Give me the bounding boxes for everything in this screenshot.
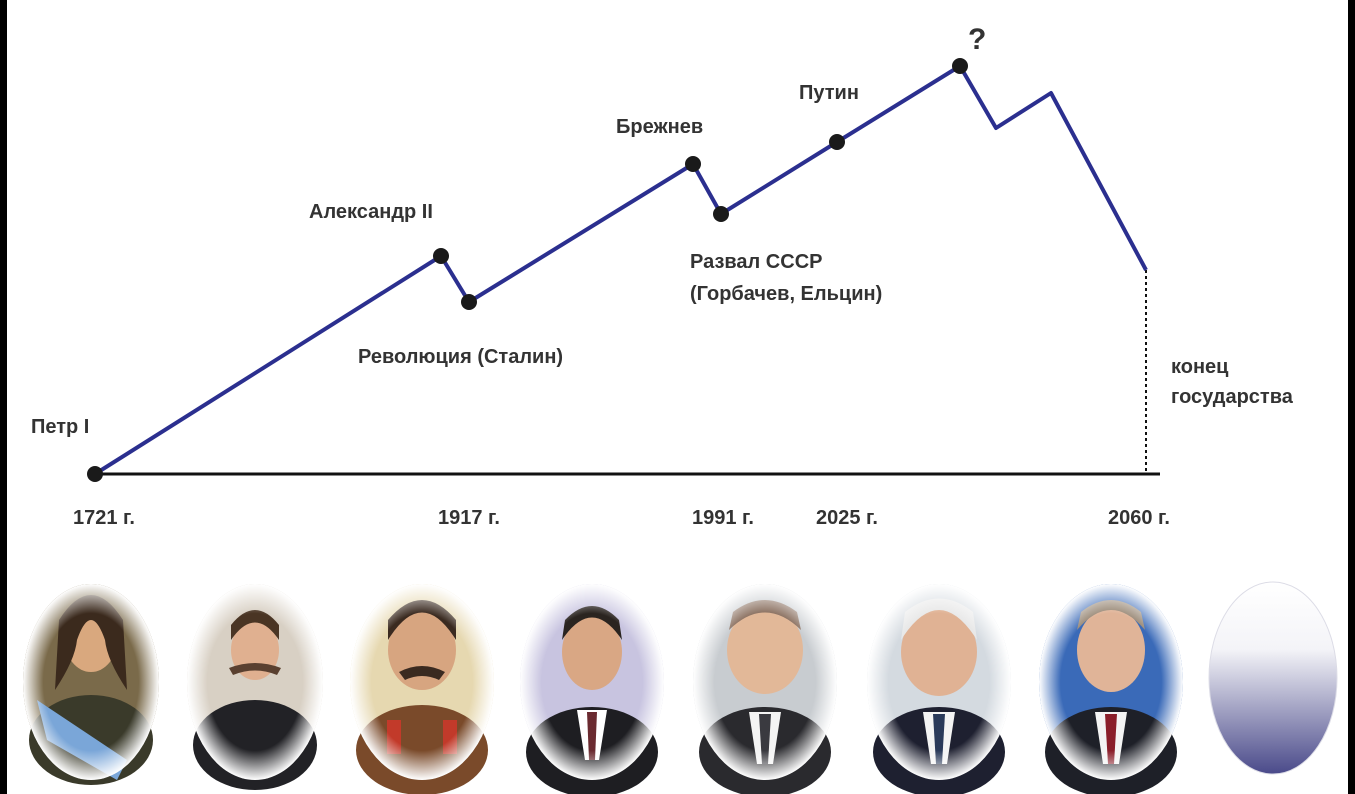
end-label-line1: конец: [1171, 356, 1229, 378]
timeline-diagram: Петр I Александр II Революция (Сталин) Б…: [23, 23, 1338, 794]
event-dot-peter: [87, 466, 103, 482]
event-label-alexander: Александр II: [309, 201, 433, 223]
event-dot-ussr-collapse: [713, 206, 729, 222]
portrait-blank-future: [1208, 581, 1338, 775]
portrait-gorbachev: [693, 584, 837, 794]
year-label-2025: 2025 г.: [816, 507, 878, 529]
event-dot-putin: [829, 134, 845, 150]
portrait-peter: [23, 584, 159, 785]
event-label-brezhnev: Брежнев: [616, 116, 703, 138]
portrait-putin: [1039, 584, 1183, 794]
portrait-yeltsin: [867, 584, 1011, 794]
portrait-stalin: [350, 584, 494, 794]
event-label-putin: Путин: [799, 82, 859, 104]
trend-line: [93, 64, 1148, 476]
year-label-2060: 2060 г.: [1108, 507, 1170, 529]
year-label-1917: 1917 г.: [438, 507, 500, 529]
event-label-peter: Петр I: [31, 416, 89, 438]
portrait-alexander: [187, 584, 323, 790]
event-dot-brezhnev: [685, 156, 701, 172]
year-label-1991: 1991 г.: [692, 507, 754, 529]
event-label-question: ?: [968, 23, 986, 56]
portrait-brezhnev: [520, 584, 664, 794]
event-dot-question: [952, 58, 968, 74]
diagram-frame: Петр I Александр II Революция (Сталин) Б…: [7, 0, 1348, 794]
end-label-line2: государства: [1171, 386, 1294, 408]
event-dot-alexander: [433, 248, 449, 264]
event-dot-revolution: [461, 294, 477, 310]
event-label-ussr-collapse-leaders: (Горбачев, Ельцин): [690, 283, 882, 305]
event-label-ussr-collapse: Развал СССР: [690, 251, 822, 273]
event-label-revolution: Революция (Сталин): [358, 346, 563, 368]
year-label-1721: 1721 г.: [73, 507, 135, 529]
